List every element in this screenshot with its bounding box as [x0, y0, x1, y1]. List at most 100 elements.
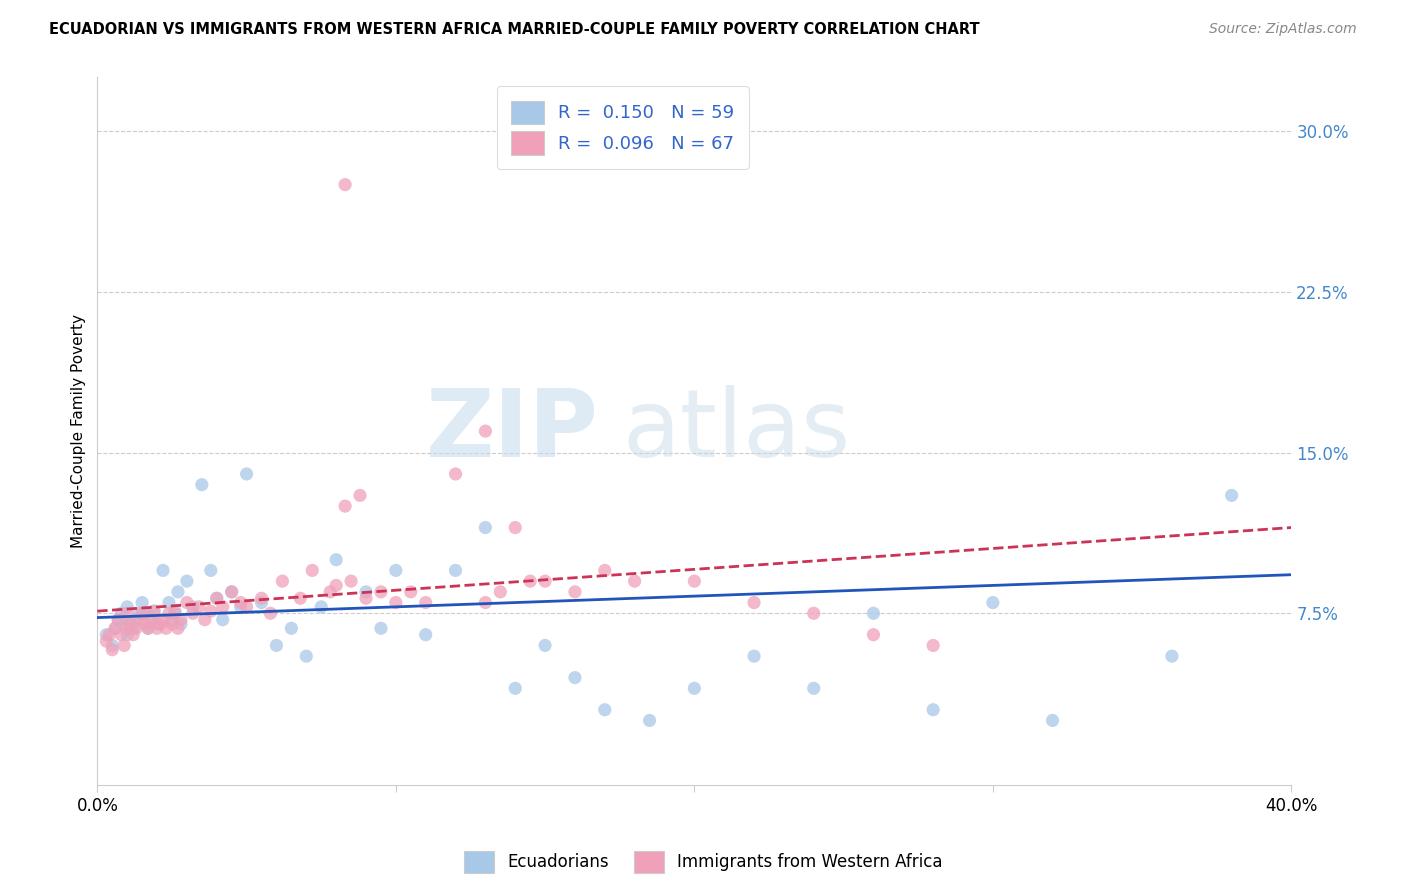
Point	[295, 649, 318, 664]
Point	[354, 591, 377, 606]
Point	[120, 617, 142, 632]
Point	[349, 488, 371, 502]
Point	[176, 596, 198, 610]
Text: ECUADORIAN VS IMMIGRANTS FROM WESTERN AFRICA MARRIED-COUPLE FAMILY POVERTY CORRE: ECUADORIAN VS IMMIGRANTS FROM WESTERN AF…	[49, 22, 980, 37]
Point	[163, 607, 186, 621]
Point	[623, 574, 645, 588]
Point	[301, 563, 323, 577]
Point	[683, 681, 706, 696]
Point	[104, 621, 127, 635]
Point	[221, 585, 243, 599]
Text: atlas: atlas	[623, 385, 851, 477]
Point	[194, 613, 217, 627]
Point	[444, 563, 467, 577]
Point	[325, 578, 347, 592]
Point	[98, 628, 121, 642]
Point	[107, 613, 129, 627]
Point	[803, 681, 825, 696]
Point	[250, 596, 273, 610]
Point	[125, 613, 148, 627]
Point	[229, 596, 252, 610]
Point	[139, 613, 162, 627]
Point	[163, 604, 186, 618]
Point	[115, 599, 138, 614]
Point	[128, 613, 150, 627]
Point	[593, 703, 616, 717]
Point	[803, 607, 825, 621]
Point	[187, 599, 209, 614]
Point	[152, 613, 174, 627]
Point	[181, 607, 204, 621]
Point	[333, 499, 356, 513]
Point	[157, 607, 180, 621]
Point	[229, 599, 252, 614]
Point	[112, 617, 135, 632]
Point	[122, 628, 145, 642]
Point	[333, 178, 356, 192]
Point	[922, 639, 945, 653]
Point	[1042, 714, 1064, 728]
Point	[564, 585, 586, 599]
Point	[146, 617, 169, 632]
Point	[136, 621, 159, 635]
Point	[235, 467, 257, 481]
Point	[250, 591, 273, 606]
Point	[176, 574, 198, 588]
Point	[474, 596, 496, 610]
Y-axis label: Married-Couple Family Poverty: Married-Couple Family Poverty	[72, 314, 86, 548]
Point	[101, 639, 124, 653]
Point	[128, 607, 150, 621]
Point	[170, 617, 193, 632]
Point	[385, 563, 408, 577]
Point	[564, 671, 586, 685]
Point	[200, 563, 222, 577]
Point	[134, 617, 156, 632]
Point	[1161, 649, 1184, 664]
Point	[266, 639, 288, 653]
Point	[110, 628, 132, 642]
Point	[146, 621, 169, 635]
Point	[134, 607, 156, 621]
Point	[191, 477, 214, 491]
Point	[280, 621, 302, 635]
Point	[399, 585, 422, 599]
Point	[444, 467, 467, 481]
Point	[157, 596, 180, 610]
Point	[115, 628, 138, 642]
Point	[271, 574, 294, 588]
Point	[96, 628, 118, 642]
Point	[155, 621, 177, 635]
Point	[131, 596, 153, 610]
Point	[211, 599, 233, 614]
Point	[101, 642, 124, 657]
Point	[235, 599, 257, 614]
Point	[167, 621, 190, 635]
Point	[139, 610, 162, 624]
Point	[474, 520, 496, 534]
Point	[415, 596, 437, 610]
Point	[205, 591, 228, 606]
Point	[354, 585, 377, 599]
Point	[742, 649, 765, 664]
Point	[211, 613, 233, 627]
Point	[160, 617, 183, 632]
Point	[370, 621, 392, 635]
Point	[340, 574, 363, 588]
Point	[221, 585, 243, 599]
Point	[638, 714, 661, 728]
Point	[290, 591, 312, 606]
Point	[503, 520, 526, 534]
Point	[370, 585, 392, 599]
Text: Source: ZipAtlas.com: Source: ZipAtlas.com	[1209, 22, 1357, 37]
Point	[259, 607, 281, 621]
Point	[167, 585, 190, 599]
Point	[160, 613, 183, 627]
Point	[519, 574, 541, 588]
Point	[503, 681, 526, 696]
Point	[122, 621, 145, 635]
Point	[415, 628, 437, 642]
Point	[96, 634, 118, 648]
Legend: R =  0.150   N = 59, R =  0.096   N = 67: R = 0.150 N = 59, R = 0.096 N = 67	[496, 87, 748, 169]
Point	[120, 617, 142, 632]
Point	[309, 599, 332, 614]
